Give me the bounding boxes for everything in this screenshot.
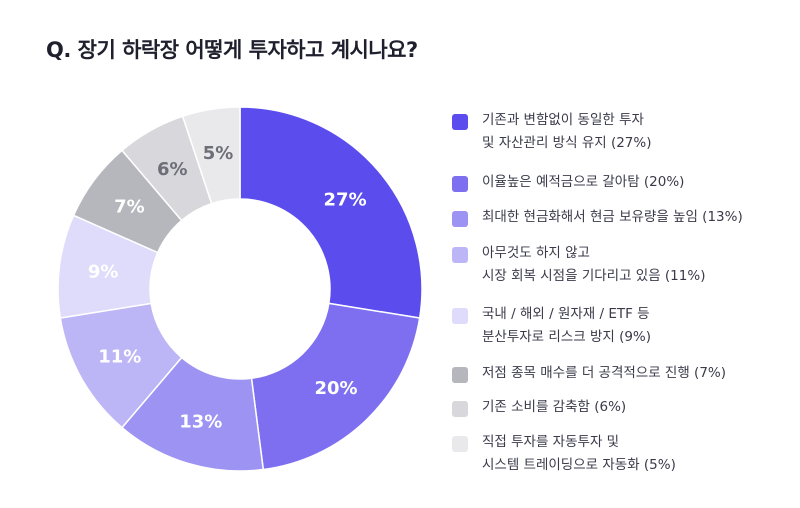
- legend-swatch: [452, 211, 468, 227]
- legend-item-3: 최대한 현금화해서 현금 보유량을 높임 (13%): [452, 207, 743, 230]
- legend-swatch: [452, 436, 468, 452]
- slice-label-4: 11%: [98, 347, 141, 368]
- slice-label-5: 9%: [88, 261, 119, 282]
- pie-slice-1: [239, 106, 423, 319]
- legend-label-line: 이율높은 예적금으로 갈아탐 (20%): [482, 174, 685, 190]
- slice-label-6: 7%: [114, 196, 145, 217]
- pie-slice-8: [181, 106, 241, 205]
- legend-label: 이율높은 예적금으로 갈아탐 (20%): [482, 172, 684, 195]
- legend-label: 저점 종목 매수를 더 공격적으로 진행 (7%): [482, 363, 726, 386]
- legend-item-7: 기존 소비를 감축함 (6%): [452, 397, 626, 420]
- pie-slice-2: [250, 302, 421, 471]
- slice-label-2: 20%: [314, 378, 357, 399]
- legend-label: 기존 소비를 감축함 (6%): [482, 397, 626, 420]
- slice-label-8: 5%: [203, 143, 234, 164]
- legend-swatch: [452, 114, 468, 130]
- legend-item-2: 이율높은 예적금으로 갈아탐 (20%): [452, 172, 684, 195]
- legend-swatch: [452, 308, 468, 324]
- slice-label-7: 6%: [157, 159, 188, 180]
- legend-swatch: [452, 247, 468, 263]
- legend-label-line: 아무것도 하지 않고: [482, 245, 590, 261]
- chart-title: Q. 장기 하락장 어떻게 투자하고 계시나요?: [46, 38, 418, 62]
- legend-swatch: [452, 401, 468, 417]
- legend-label-line: 최대한 현금화해서 현금 보유량을 높임 (13%): [482, 209, 743, 225]
- legend-label-line: 분산투자로 리스크 방지 (9%): [482, 329, 652, 345]
- slice-label-3: 13%: [179, 411, 222, 432]
- legend-label-line: 저점 종목 매수를 더 공격적으로 진행 (7%): [482, 365, 726, 381]
- legend-label-line: 시스템 트레이딩으로 자동화 (5%): [482, 457, 676, 473]
- legend-label-line: 및 자산관리 방식 유지 (27%): [482, 135, 652, 151]
- slice-label-1: 27%: [324, 190, 367, 211]
- legend-label-line: 기존과 변함없이 동일한 투자: [482, 112, 644, 128]
- legend-label-line: 기존 소비를 감축함 (6%): [482, 399, 627, 415]
- legend-label-line: 국내 / 해외 / 원자재 / ETF 등: [482, 306, 650, 322]
- legend-swatch: [452, 367, 468, 383]
- legend-label: 최대한 현금화해서 현금 보유량을 높임 (13%): [482, 207, 743, 230]
- legend-swatch: [452, 176, 468, 192]
- legend-item-6: 저점 종목 매수를 더 공격적으로 진행 (7%): [452, 363, 726, 386]
- legend-label-line: 직접 투자를 자동투자 및: [482, 434, 620, 450]
- legend-label-line: 시장 회복 시점을 기다리고 있음 (11%): [482, 268, 706, 284]
